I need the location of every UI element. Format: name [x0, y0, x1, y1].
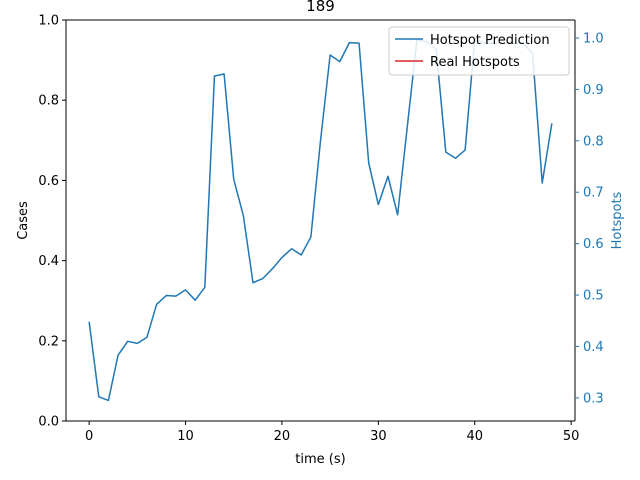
x-tick-label: 10	[177, 429, 194, 444]
legend-box	[388, 26, 570, 76]
y-tick-label: 1.0	[38, 14, 59, 29]
x-axis-title: time (s)	[295, 452, 345, 467]
x-tick-label: 50	[563, 429, 580, 444]
y-right-tick-label: 0.3	[583, 391, 604, 406]
y-tick-label: 0.4	[38, 254, 59, 269]
y-right-tick-label: 0.4	[583, 340, 604, 355]
y-tick-label: 0.0	[38, 415, 59, 430]
x-tick-label: 0	[85, 429, 93, 444]
y-axis-title: Cases	[16, 201, 31, 240]
x-tick-label: 20	[274, 429, 291, 444]
y-tick-label: 0.8	[38, 94, 59, 109]
y-right-tick-label: 0.9	[583, 83, 604, 98]
y-tick-label: 0.2	[38, 334, 59, 349]
ticks-layer: 0 10 20 30 40 50 0.0 0.2 0.4 0.6 0.8 1.0 0.3 0.4 0.5 0.…	[38, 14, 603, 445]
y-right-tick-label: 0.8	[583, 134, 604, 149]
x-tick-label: 30	[370, 429, 387, 444]
axes-layer	[65, 19, 576, 422]
y-right-tick-label: 0.5	[583, 289, 604, 304]
y-tick-label: 0.6	[38, 174, 59, 189]
y-right-tick-label: 0.6	[583, 237, 604, 252]
chart-title: 189	[306, 0, 335, 15]
y-right-axis-title: Hotspots	[610, 191, 625, 249]
plot-background	[66, 20, 575, 421]
legend-label-real: Real Hotspots	[430, 55, 520, 70]
x-tick-label: 40	[466, 429, 483, 444]
legend-label-prediction: Hotspot Prediction	[430, 33, 550, 48]
y-right-tick-label: 0.7	[583, 186, 604, 201]
y-right-tick-label: 1.0	[583, 31, 604, 46]
legend: Hotspot Prediction Real Hotspots	[388, 26, 570, 76]
